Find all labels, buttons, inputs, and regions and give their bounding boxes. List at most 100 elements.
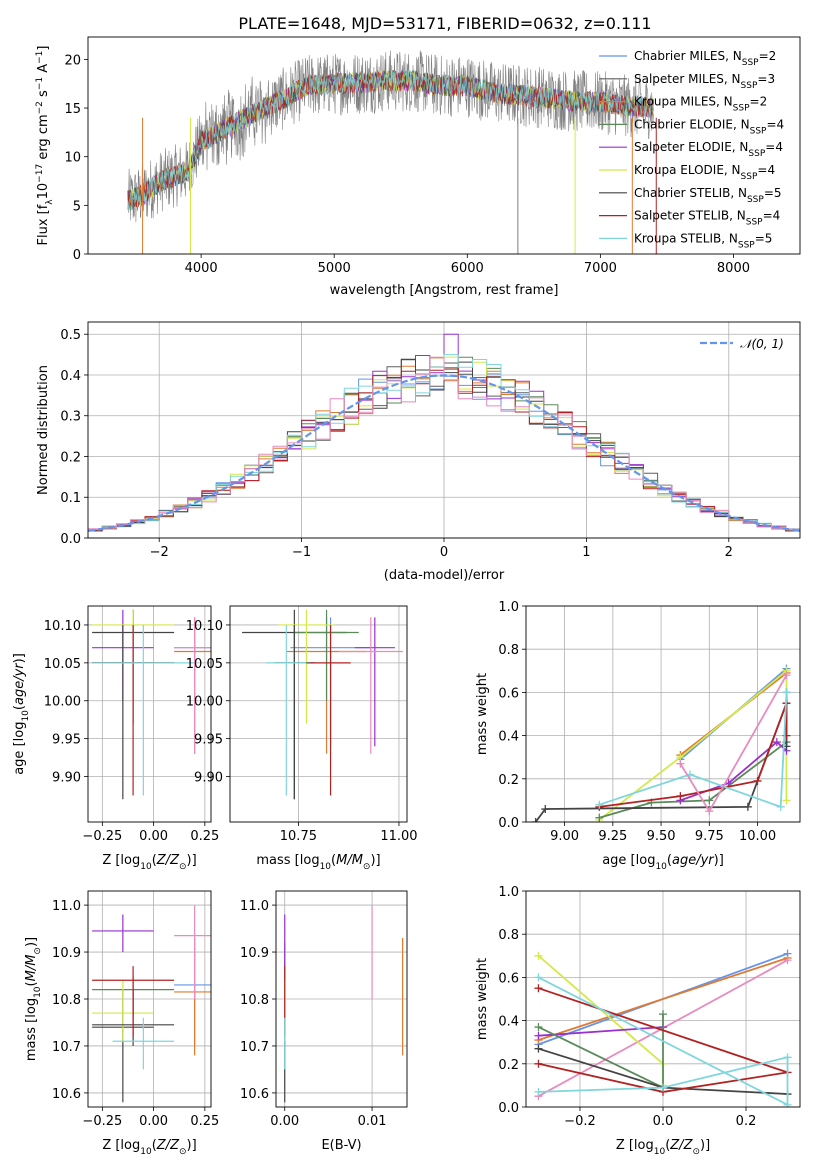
y-tick-label: 0.8 — [498, 928, 519, 943]
mass-weight-line — [599, 692, 788, 809]
x-tick-label: 9.75 — [695, 829, 724, 844]
spectrum-plot — [127, 50, 657, 254]
age_vs_mass-frame — [229, 605, 408, 823]
y-tick-label: 0.2 — [498, 773, 519, 788]
mass-weight-marker — [534, 1044, 543, 1053]
massweight_vs_age-axes: 9.00 9.25 9.50 9.75 10.00 0.0 0.2 0.4 0.6 0.8 1.0 m… — [475, 600, 800, 872]
mass-weight-marker — [743, 802, 752, 811]
mass-weight-line — [599, 702, 788, 808]
mass-weight-marker — [534, 973, 543, 982]
y-tick-label: 10.7 — [240, 1040, 269, 1055]
residuals-frame — [87, 321, 801, 539]
y-tick-label: 10 — [64, 151, 81, 166]
y-tick-label: 0.2 — [498, 1058, 519, 1073]
mass-weight-marker — [753, 776, 762, 785]
age_vs_Z-frame — [87, 605, 212, 823]
mass-weight-line — [680, 740, 788, 802]
x-tick-label: 1 — [582, 545, 590, 560]
x-tick-label: 5000 — [318, 261, 351, 276]
residuals-axes: −2 −1 0 1 2 0.0 0.1 0.2 0.3 0.4 0.5 (data-model)/er… — [36, 322, 800, 583]
x-tick-label: −0.25 — [82, 829, 122, 844]
age_vs_Z-axes: −0.25 0.00 0.25 9.90 9.95 10.00 10.05 10.10 Z [l… — [12, 606, 219, 872]
y-tick-label: 10.10 — [186, 619, 223, 634]
mass-weight-line — [538, 1014, 664, 1090]
x-tick-label: 9.00 — [550, 829, 579, 844]
x-tick-label: −0.25 — [82, 1114, 122, 1129]
y-axis-label: mass weight — [475, 958, 490, 1040]
y-tick-label: 9.90 — [194, 771, 223, 786]
mass-weight-marker — [783, 1053, 792, 1062]
legend-label: Kroupa STELIB, NSSP=5 — [634, 231, 772, 250]
y-tick-label: 5 — [73, 199, 81, 214]
age_vs_mass-axes: 10.75 11.00 9.90 9.95 10.00 10.05 10.10 mass [l… — [186, 606, 418, 872]
y-tick-label: 15 — [64, 102, 81, 117]
y-tick-label: 11.0 — [240, 899, 269, 914]
y-axis-label: Normed distribution — [36, 365, 51, 495]
x-axis-label: (data-model)/error — [384, 568, 505, 583]
massweight_vs_Z-frame — [525, 890, 801, 1108]
y-tick-label: 1.0 — [498, 885, 519, 900]
x-tick-label: 10.00 — [739, 829, 776, 844]
x-axis-label: E(B-V) — [321, 1138, 361, 1153]
y-tick-label: 10.6 — [52, 1087, 81, 1102]
x-tick-label: 10.75 — [280, 829, 317, 844]
mass-weight-marker — [534, 984, 543, 993]
y-tick-label: 10.6 — [240, 1087, 269, 1102]
x-tick-label: 4000 — [185, 261, 218, 276]
legend-label: Salpeter MILES, NSSP=3 — [634, 72, 775, 91]
y-tick-label: 0.4 — [60, 369, 81, 384]
x-tick-label: 0 — [440, 545, 448, 560]
y-tick-label: 10.05 — [44, 657, 81, 672]
y-axis-label: mass weight — [475, 673, 490, 755]
y-tick-label: 10.05 — [186, 657, 223, 672]
y-tick-label: 0.0 — [498, 816, 519, 831]
axis-label: Z [log10(Z/Z⊙)] — [616, 1138, 710, 1157]
x-tick-label: 9.50 — [647, 829, 676, 844]
x-tick-label: 0.01 — [358, 1114, 387, 1129]
y-tick-label: 10.00 — [44, 695, 81, 710]
axis-label: mass [log10(M/M⊙)] — [24, 937, 43, 1061]
x-tick-label: 0.2 — [736, 1114, 757, 1129]
mass_vs_ebv-plot — [284, 905, 404, 1103]
y-tick-label: 0.5 — [60, 328, 81, 343]
axis-label: mass [log10(M/M⊙)] — [256, 853, 380, 872]
y-tick-label: 0.1 — [60, 491, 81, 506]
mass_vs_ebv-axes: 0.00 0.01 10.6 10.7 10.8 10.9 11.0 E(B-V) — [240, 891, 407, 1153]
y-tick-label: 10.8 — [52, 993, 81, 1008]
mass-weight-marker — [776, 802, 785, 811]
mass-weight-marker — [534, 1023, 543, 1032]
mass-weight-marker — [595, 800, 604, 809]
y-tick-label: 0.4 — [498, 1015, 519, 1030]
mass-weight-marker — [783, 1100, 792, 1107]
legend-label: Chabrier MILES, NSSP=2 — [634, 49, 776, 68]
x-tick-label: 0.00 — [139, 1114, 168, 1129]
y-tick-label: 11.0 — [52, 899, 81, 914]
age_vs_Z-plot — [92, 609, 211, 800]
y-tick-label: 10.8 — [240, 993, 269, 1008]
y-tick-label: 0.6 — [498, 971, 519, 986]
massweight_vs_Z-plot — [534, 949, 792, 1107]
mass_vs_Z-frame — [87, 890, 212, 1108]
y-tick-label: 0.8 — [498, 643, 519, 658]
y-axis-label: Flux [fλ10−17 erg cm−2 s−1 A−1] — [35, 46, 55, 246]
x-tick-label: 0.00 — [139, 829, 168, 844]
mass-weight-marker — [534, 1059, 543, 1068]
mass-weight-marker — [659, 1010, 667, 1019]
figure-title: PLATE=1648, MJD=53171, FIBERID=0632, z=0… — [238, 14, 651, 33]
mass-weight-marker — [782, 688, 791, 697]
spectrum-frame — [87, 36, 801, 255]
y-tick-label: 10.7 — [52, 1040, 81, 1055]
legend-label: 𝒩(0, 1) — [740, 337, 784, 351]
x-tick-label: 0.00 — [270, 1114, 299, 1129]
y-tick-label: 0.3 — [60, 410, 81, 425]
x-tick-label: 0.25 — [190, 1114, 219, 1129]
y-tick-label: 10.00 — [186, 695, 223, 710]
mass-weight-marker — [531, 818, 540, 822]
mass-weight-marker — [659, 1083, 667, 1092]
x-tick-label: 8000 — [717, 261, 750, 276]
mass-weight-marker — [534, 1031, 543, 1040]
y-tick-label: 10.10 — [44, 619, 81, 634]
y-tick-label: 9.95 — [194, 733, 223, 748]
x-tick-label: 11.00 — [380, 829, 417, 844]
